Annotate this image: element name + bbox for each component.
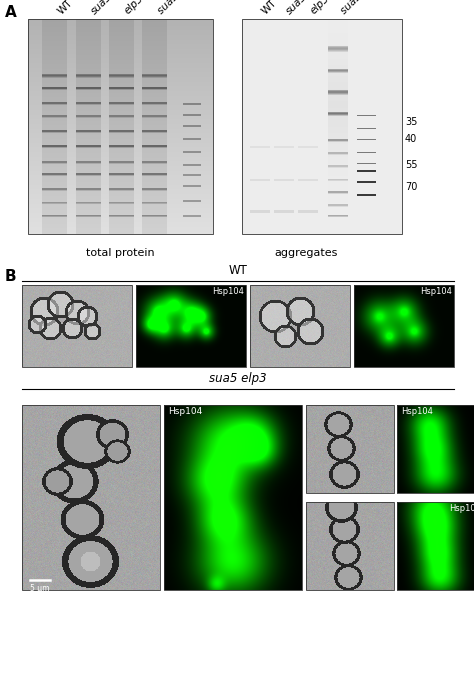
Text: 40: 40	[405, 134, 417, 145]
Text: 55: 55	[405, 161, 418, 170]
Text: Hsp104: Hsp104	[449, 504, 474, 513]
Text: WT: WT	[56, 0, 74, 16]
Text: total protein: total protein	[86, 248, 155, 258]
Text: Hsp104: Hsp104	[212, 287, 244, 296]
Bar	[306, 502, 394, 590]
Text: sua5: sua5	[89, 0, 114, 16]
Bar	[242, 19, 402, 234]
Text: elp3: elp3	[309, 0, 331, 16]
Text: Hsp104: Hsp104	[401, 407, 433, 416]
Bar	[397, 502, 474, 590]
Bar	[28, 19, 213, 234]
Text: sua5 elp3: sua5 elp3	[209, 372, 267, 385]
Text: sua5: sua5	[284, 0, 309, 16]
Text: A: A	[5, 5, 17, 20]
Bar	[250, 285, 350, 367]
Text: sua5 elp3: sua5 elp3	[339, 0, 382, 16]
Bar	[354, 285, 454, 367]
Text: 5 μm: 5 μm	[30, 584, 49, 593]
Bar	[164, 405, 302, 590]
Text: WT: WT	[228, 264, 247, 277]
Bar	[306, 405, 394, 493]
Text: aggregates: aggregates	[274, 248, 337, 258]
Text: 35: 35	[405, 117, 418, 127]
Text: WT: WT	[260, 0, 279, 16]
Text: B: B	[5, 269, 17, 284]
Bar	[22, 285, 132, 367]
Text: sua5 elp3: sua5 elp3	[155, 0, 199, 16]
Text: 70: 70	[405, 182, 418, 192]
Text: Hsp104: Hsp104	[420, 287, 452, 296]
Bar	[397, 405, 474, 493]
Text: elp3: elp3	[122, 0, 146, 16]
Bar	[22, 405, 160, 590]
Text: Hsp104: Hsp104	[168, 407, 202, 416]
Bar	[136, 285, 246, 367]
